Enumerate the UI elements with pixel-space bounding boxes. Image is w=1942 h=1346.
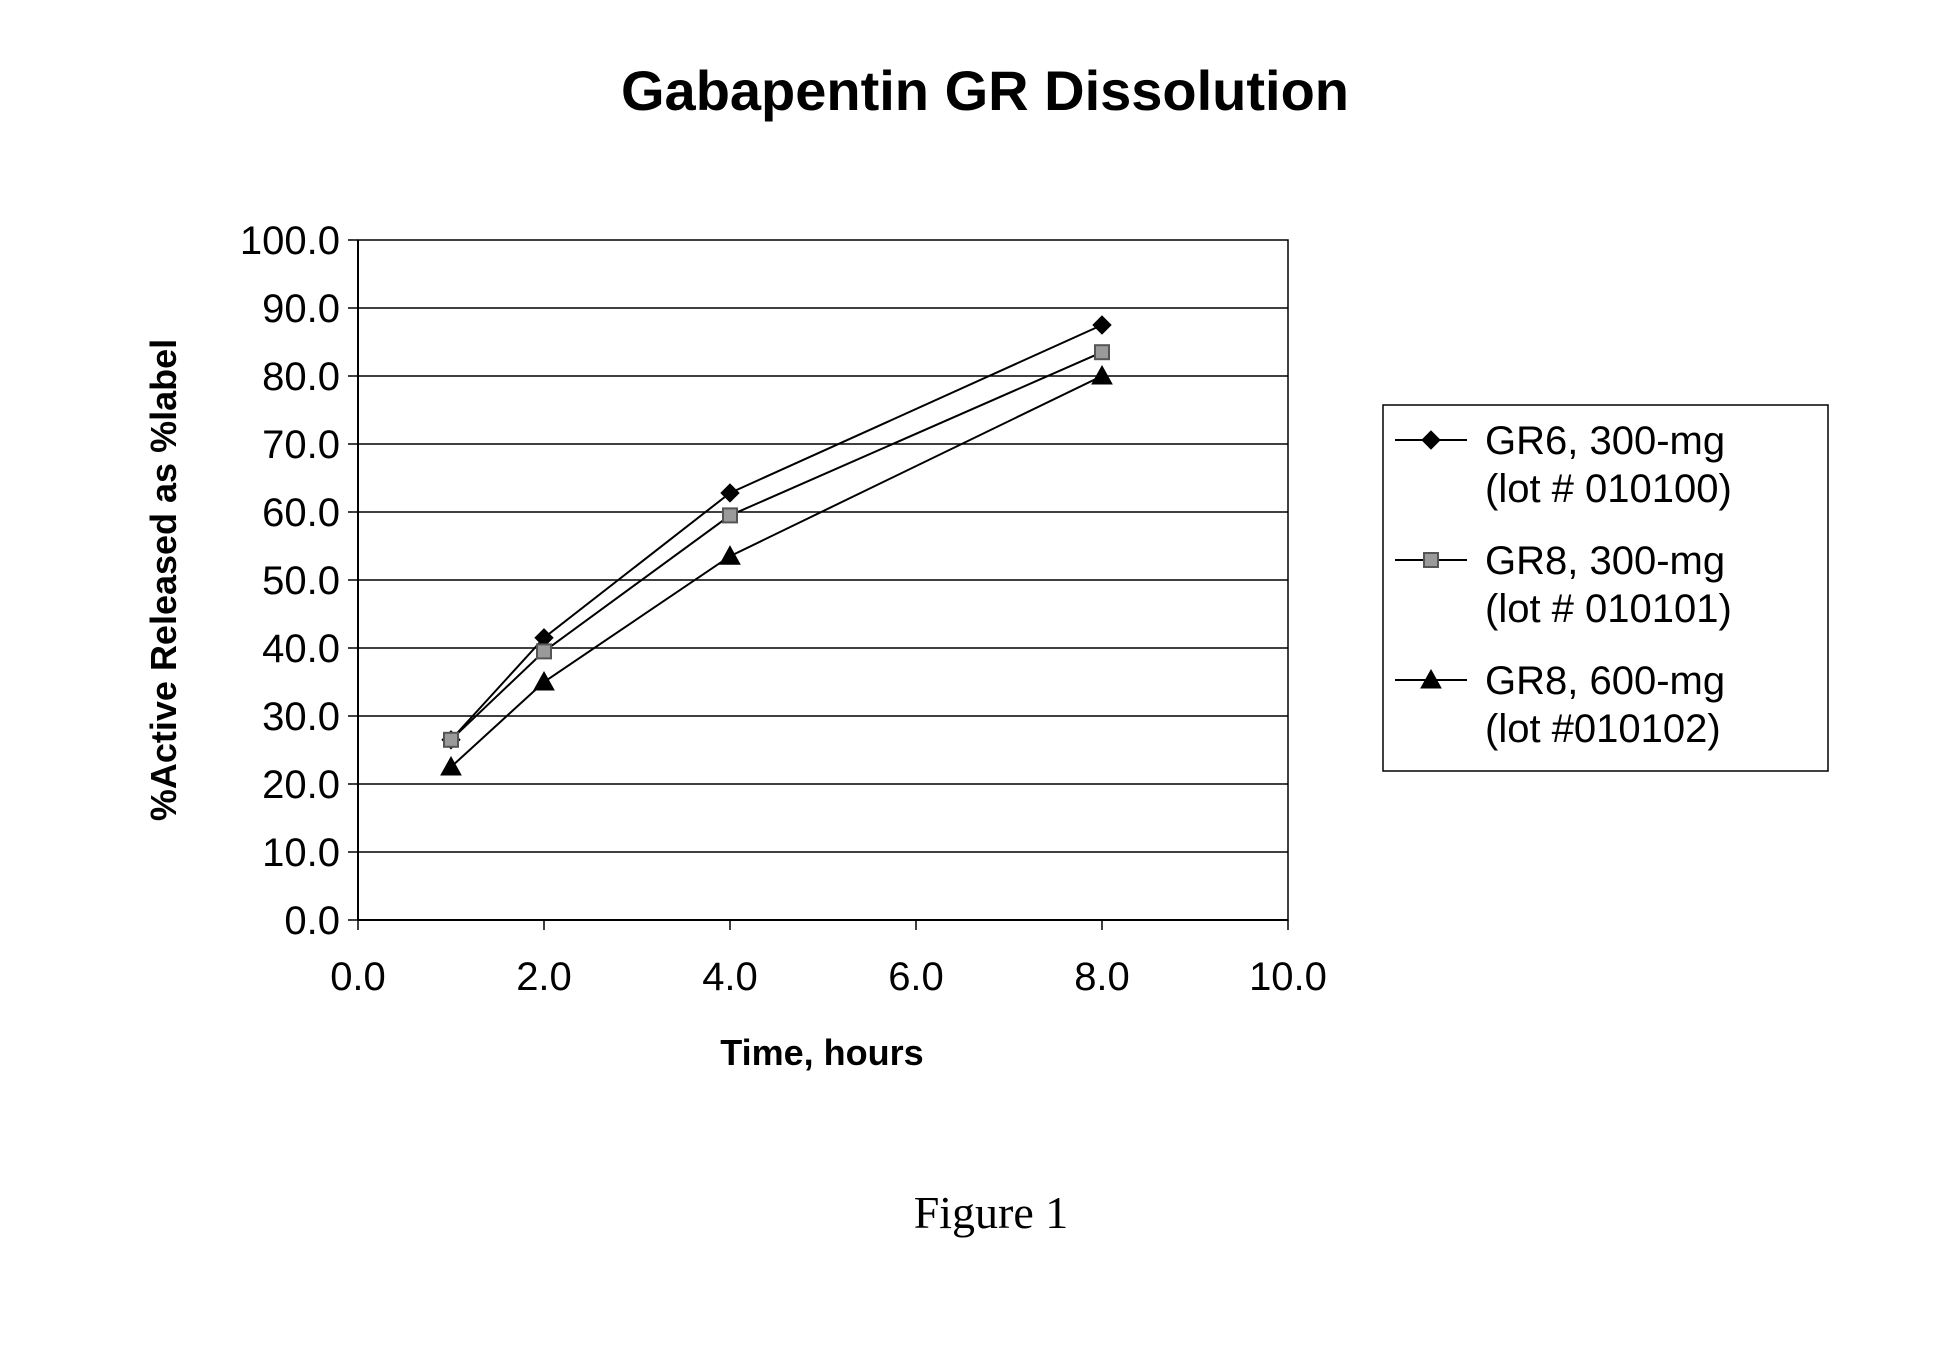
x-tick-label: 4.0 xyxy=(702,955,758,999)
y-tick-label: 30.0 xyxy=(262,695,340,739)
x-tick-labels: 0.0 2.0 4.0 6.0 8.0 10.0 xyxy=(330,955,1327,999)
legend-label: GR8, 600-mg xyxy=(1485,659,1725,703)
y-tick-label: 50.0 xyxy=(262,559,340,603)
legend-label: (lot # 010101) xyxy=(1485,587,1732,631)
x-tick-label: 2.0 xyxy=(516,955,572,999)
y-tick-label: 40.0 xyxy=(262,627,340,671)
y-tick-label: 10.0 xyxy=(262,831,340,875)
x-tick-label: 10.0 xyxy=(1249,955,1327,999)
data-point xyxy=(723,508,737,522)
y-tick-labels: 0.0 10.0 20.0 30.0 40.0 50.0 60.0 70.0 80.0 90.0 1… xyxy=(240,219,340,943)
y-tick-label: 0.0 xyxy=(284,899,340,943)
x-axis-title: Time, hours xyxy=(720,1032,923,1073)
chart-title: Gabapentin GR Dissolution xyxy=(621,59,1349,122)
data-point xyxy=(1095,345,1109,359)
data-point xyxy=(537,644,551,658)
y-tick-label: 90.0 xyxy=(262,287,340,331)
y-tick-label: 20.0 xyxy=(262,763,340,807)
legend-label: (lot #010102) xyxy=(1485,707,1721,751)
x-tick-label: 8.0 xyxy=(1074,955,1130,999)
y-tick-label: 80.0 xyxy=(262,355,340,399)
x-tick-label: 0.0 xyxy=(330,955,386,999)
legend-label: GR8, 300-mg xyxy=(1485,539,1725,583)
y-tick-label: 60.0 xyxy=(262,491,340,535)
legend: GR6, 300-mg(lot # 010100)GR8, 300-mg(lot… xyxy=(1383,405,1828,771)
legend-marker xyxy=(1424,553,1438,567)
y-axis-title: %Active Released as %label xyxy=(143,339,184,821)
legend-label: (lot # 010100) xyxy=(1485,467,1732,511)
legend-label: GR6, 300-mg xyxy=(1485,419,1725,463)
x-tick-label: 6.0 xyxy=(888,955,944,999)
y-tick-label: 100.0 xyxy=(240,219,340,263)
y-tick-label: 70.0 xyxy=(262,423,340,467)
data-point xyxy=(444,733,458,747)
figure-caption: Figure 1 xyxy=(914,1187,1069,1238)
